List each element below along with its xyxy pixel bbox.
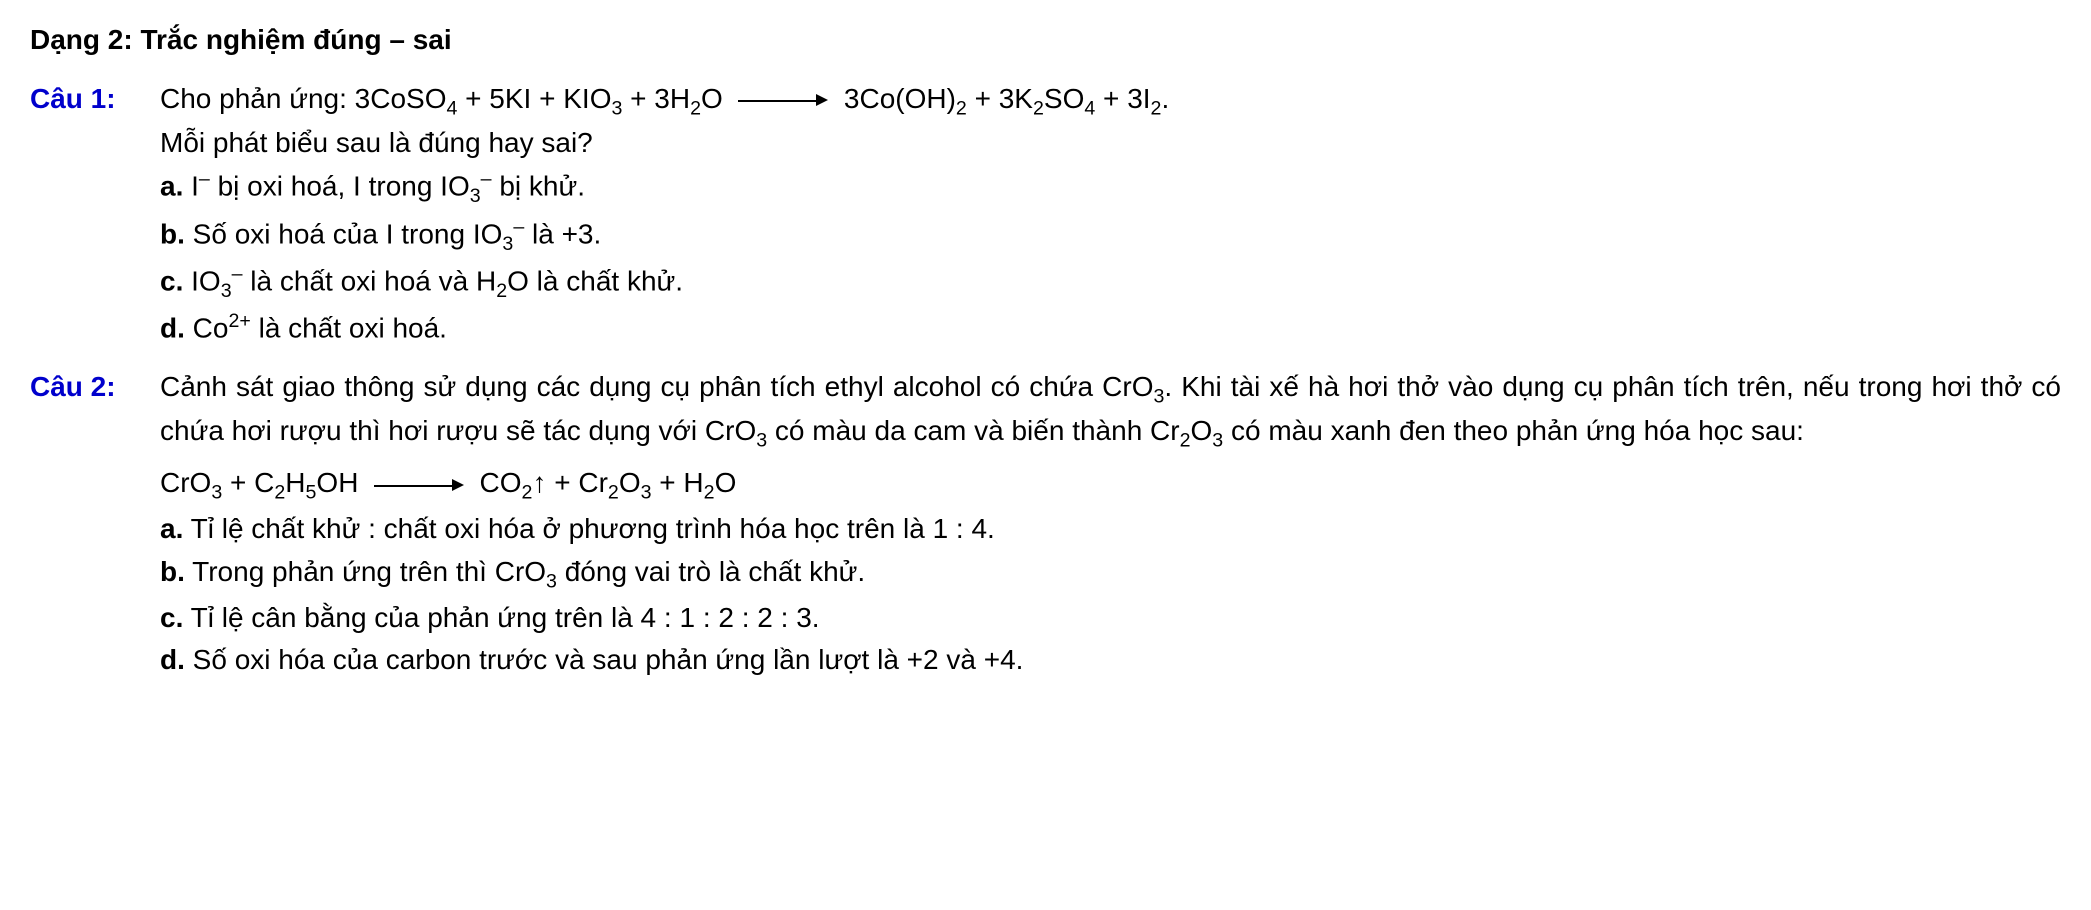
q2-statement-a: a. Tỉ lệ chất khử : chất oxi hóa ở phươn… [160, 509, 2061, 550]
question-2-label: Câu 2: [30, 367, 160, 681]
q1-a-text2: bị oxi hoá, I trong IO [210, 171, 470, 202]
section-title: Dạng 2: Trắc nghiệm đúng – sai [30, 20, 2061, 61]
q1-reaction-prefix: Cho phản ứng: 3CoSO [160, 83, 446, 114]
q1-a-text3: bị khử. [492, 171, 585, 202]
q2-d-text: Số oxi hóa của carbon trước và sau phản … [185, 644, 1024, 675]
sub-3g: 3 [1212, 430, 1223, 452]
q1-b-text1: Số oxi hoá của I trong IO [185, 218, 503, 249]
reaction-arrow-icon [738, 86, 828, 114]
sub-2i: 2 [608, 482, 619, 504]
sup-minus3: – [513, 216, 524, 238]
sub-3b: 3 [470, 185, 481, 207]
sup-minus: – [199, 168, 210, 190]
question-2-intro: Cảnh sát giao thông sử dụng các dụng cụ … [160, 367, 2061, 455]
q2-d-label: d. [160, 644, 185, 675]
sub-3i: 3 [641, 482, 652, 504]
sub-4b: 4 [1084, 97, 1095, 119]
q2-intro1: Cảnh sát giao thông sử dụng các dụng cụ … [160, 371, 1154, 402]
sub-2f: 2 [1180, 430, 1191, 452]
q1-statement-b: b. Số oxi hoá của I trong IO3– là +3. [160, 213, 2061, 258]
sub-2e: 2 [496, 280, 507, 302]
q2-intro3: có màu da cam và biến thành Cr [767, 415, 1179, 446]
q1-d-label: d. [160, 313, 185, 344]
sub-3: 3 [611, 97, 622, 119]
sub-2d: 2 [1151, 97, 1162, 119]
sub-2b: 2 [956, 97, 967, 119]
q2-statement-d: d. Số oxi hóa của carbon trước và sau ph… [160, 640, 2061, 681]
q1-c-label: c. [160, 265, 183, 296]
q1-b-text2: là +3. [524, 218, 601, 249]
q1-c-text1: IO [183, 265, 220, 296]
question-1-reaction: Cho phản ứng: 3CoSO4 + 5KI + KIO3 + 3H2O… [160, 79, 2061, 123]
q1-d-text1: Co [185, 313, 229, 344]
q2-b-label: b. [160, 556, 185, 587]
q2-c-label: c. [160, 602, 183, 633]
sub-3j: 3 [546, 570, 557, 592]
sub-3c: 3 [502, 232, 513, 254]
q1-b-label: b. [160, 218, 185, 249]
sub-2c: 2 [1033, 97, 1044, 119]
question-1-label: Câu 1: [30, 79, 160, 350]
q1-statement-d: d. Co2+ là chất oxi hoá. [160, 307, 2061, 349]
sub-3e: 3 [1154, 386, 1165, 408]
sub-2h: 2 [522, 482, 533, 504]
q2-b-text1: Trong phản ứng trên thì CrO [185, 556, 546, 587]
sub-2: 2 [690, 97, 701, 119]
q1-d-text2: là chất oxi hoá. [251, 313, 447, 344]
q1-a-text1: I [183, 171, 199, 202]
q1-statement-a: a. I– bị oxi hoá, I trong IO3– bị khử. [160, 165, 2061, 210]
question-1-prompt: Mỗi phát biểu sau là đúng hay sai? [160, 123, 2061, 164]
sub-2j: 2 [704, 482, 715, 504]
sub-3f: 3 [756, 430, 767, 452]
q1-c-text2: là chất oxi hoá và H [243, 265, 497, 296]
q1-c-text3: O là chất khử. [507, 265, 683, 296]
q2-intro4: O [1191, 415, 1213, 446]
sup-minus4: – [232, 263, 243, 285]
sup-2plus: 2+ [228, 310, 250, 332]
question-2: Câu 2: Cảnh sát giao thông sử dụng các d… [30, 367, 2061, 681]
q2-intro5: có màu xanh đen theo phản ứng hóa học sa… [1223, 415, 1804, 446]
sup-minus2: – [481, 168, 492, 190]
question-2-reaction: CrO3 + C2H5OH CO2↑ + Cr2O3 + H2O [160, 463, 2061, 507]
q2-a-label: a. [160, 513, 183, 544]
sub-2g: 2 [274, 482, 285, 504]
q1-statement-c: c. IO3– là chất oxi hoá và H2O là chất k… [160, 260, 2061, 305]
sub-5: 5 [306, 482, 317, 504]
reaction-arrow-icon-2 [374, 471, 464, 499]
q2-b-text2: đóng vai trò là chất khử. [557, 556, 865, 587]
question-2-body: Cảnh sát giao thông sử dụng các dụng cụ … [160, 367, 2061, 681]
question-1: Câu 1: Cho phản ứng: 3CoSO4 + 5KI + KIO3… [30, 79, 2061, 350]
sub-3h: 3 [211, 482, 222, 504]
question-1-body: Cho phản ứng: 3CoSO4 + 5KI + KIO3 + 3H2O… [160, 79, 2061, 350]
sub-3d: 3 [221, 280, 232, 302]
q1-a-label: a. [160, 171, 183, 202]
sub-4: 4 [446, 97, 457, 119]
q2-a-text: Tỉ lệ chất khử : chất oxi hóa ở phương t… [183, 513, 994, 544]
q2-c-text: Tỉ lệ cân bằng của phản ứng trên là 4 : … [183, 602, 819, 633]
q2-statement-b: b. Trong phản ứng trên thì CrO3 đóng vai… [160, 552, 2061, 596]
q2-statement-c: c. Tỉ lệ cân bằng của phản ứng trên là 4… [160, 598, 2061, 639]
